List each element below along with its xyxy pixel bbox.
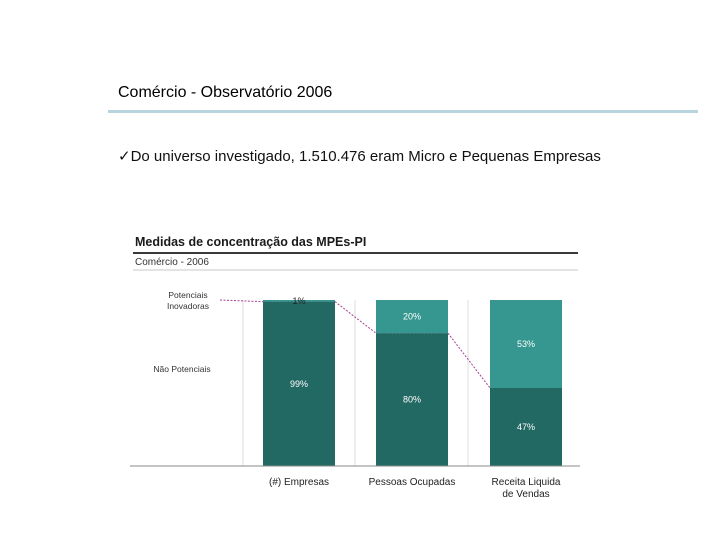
label-potenciais-2: 53% xyxy=(517,339,535,349)
bar-nao-potenciais-1 xyxy=(376,333,448,466)
connector-segment-2 xyxy=(334,301,377,334)
bar-potenciais-0 xyxy=(263,300,335,302)
label-potenciais-0: 1% xyxy=(292,296,305,306)
bullet-item: ✓Do universo investigado, 1.510.476 eram… xyxy=(118,147,601,165)
chart-title: Medidas de concentração das MPEs-PI xyxy=(135,235,366,249)
category-label-2: Receita Liquida xyxy=(492,477,561,488)
category-label-0: (#) Empresas xyxy=(269,477,329,488)
label-nao-potenciais-0: 99% xyxy=(290,379,308,389)
label-nao-potenciais-1: 80% xyxy=(403,395,421,405)
bar-nao-potenciais-0 xyxy=(263,301,335,466)
connector-segment-0 xyxy=(219,299,264,303)
chart-subtitle: Comércio - 2006 xyxy=(135,257,209,268)
legend-potenciais-line1: Potenciais xyxy=(168,290,207,300)
bar-nao-potenciais-2 xyxy=(490,387,562,466)
bullet-text: Do universo investigado, 1.510.476 eram … xyxy=(130,148,601,165)
bars-group xyxy=(263,300,562,466)
bar-potenciais-2 xyxy=(490,300,562,388)
category-labels: (#) Empresas Pessoas Ocupadas Receita Liqu… xyxy=(269,477,561,500)
slide-title: Comércio - Observatório 2006 xyxy=(118,84,333,101)
label-nao-potenciais-2: 47% xyxy=(517,422,535,432)
value-labels: 99% 1% 80% 20% 47% 53% xyxy=(290,296,535,432)
legend-nao-potenciais: Não Potenciais xyxy=(153,364,210,374)
connector-segment-4 xyxy=(447,332,491,389)
category-label-1: Pessoas Ocupadas xyxy=(369,477,456,488)
label-potenciais-1: 20% xyxy=(403,312,421,322)
legend-potenciais-line2: Inovadoras xyxy=(167,301,209,311)
title-divider xyxy=(108,110,698,113)
category-label-2: de Vendas xyxy=(502,489,549,500)
bar-potenciais-1 xyxy=(376,300,448,334)
checkmark-icon: ✓ xyxy=(118,148,131,165)
